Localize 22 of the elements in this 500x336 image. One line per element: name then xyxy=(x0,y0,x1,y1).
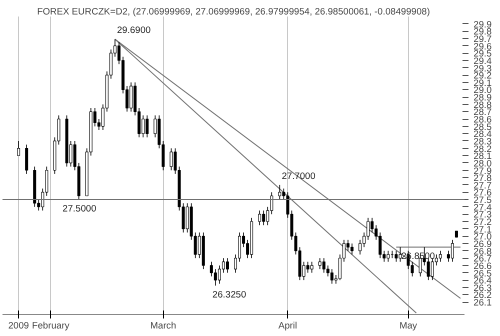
y-tick-label: 27.9 xyxy=(474,166,492,176)
y-tick-label: 29.0 xyxy=(474,85,492,96)
x-tick-label: May xyxy=(399,320,418,330)
y-tick-label: 27.3 xyxy=(474,210,492,220)
y-tick-label: 28.2 xyxy=(474,144,492,154)
x-tick-label: 2009 xyxy=(8,320,29,330)
y-tick-label: 26.5 xyxy=(474,268,492,278)
y-tick-label: 27.6 xyxy=(474,188,492,198)
y-tick-label: 29.9 xyxy=(474,19,492,30)
y-tick-label: 26.2 xyxy=(474,290,492,300)
y-tick-label: 29.6 xyxy=(474,41,492,52)
ref-line-label: 27.5000 xyxy=(62,204,96,214)
y-tick-label: 26.1 xyxy=(474,298,492,308)
chart-title: FOREX EURCZK=D2, (27.06999969, 27.06999969, 26.97999954, 26.98500061, -0.08499908) xyxy=(37,6,430,16)
x-tick-label: February xyxy=(32,320,70,330)
x-tick-label: March xyxy=(150,320,176,330)
y-tick-label: 29.3 xyxy=(474,63,492,74)
annotation: 29.6900 xyxy=(116,25,151,36)
y-tick-label: 28.7 xyxy=(474,107,492,118)
x-tick-label: April xyxy=(278,320,298,330)
y-tick-label: 26.8 xyxy=(474,246,492,256)
annotation: 26.3250 xyxy=(212,290,246,300)
